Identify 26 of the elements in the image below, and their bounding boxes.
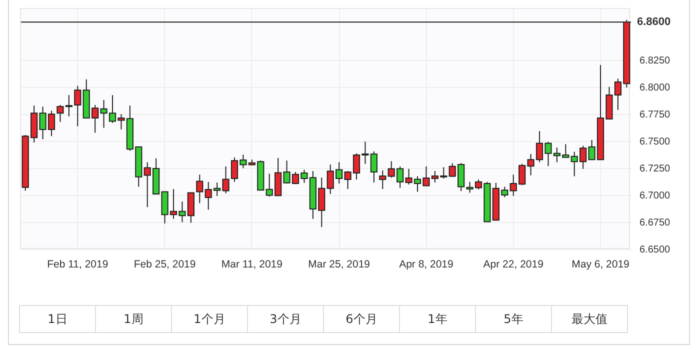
text: 1个月 [171,305,248,333]
x-tick-label: Apr 8, 2019 [399,258,454,270]
y-tick-label: 6.7250 [640,163,671,174]
y-tick-label: 6.7500 [640,136,671,148]
x-tick-label: May 6, 2019 [572,258,630,270]
y-tick-label: 6.7000 [640,190,671,202]
text: 1日 [19,305,96,333]
text: 3个月 [247,305,324,333]
text: 5年 [475,305,552,333]
text: 6个月 [323,305,400,333]
candlestick [196,174,204,204]
ref-line-label: 6.8600 [637,16,671,28]
candlestick [379,170,386,190]
y-tick-label: 6.6750 [640,217,671,228]
text: 最大值 [551,305,628,333]
text: 1周 [95,305,172,333]
y-tick-label: 6.7750 [640,109,671,120]
y-tick-label: 6.8000 [640,82,671,94]
x-tick-label: Mar 25, 2019 [308,258,370,270]
x-tick-label: Feb 25, 2019 [134,258,196,270]
y-tick-label: 6.8250 [640,55,671,66]
x-tick-label: Feb 11, 2019 [47,258,108,270]
y-tick-label: 6.6500 [640,244,671,256]
text: 1年 [399,305,476,333]
x-tick-label: Apr 22, 2019 [483,258,544,270]
x-tick-label: Mar 11, 2019 [221,258,283,270]
